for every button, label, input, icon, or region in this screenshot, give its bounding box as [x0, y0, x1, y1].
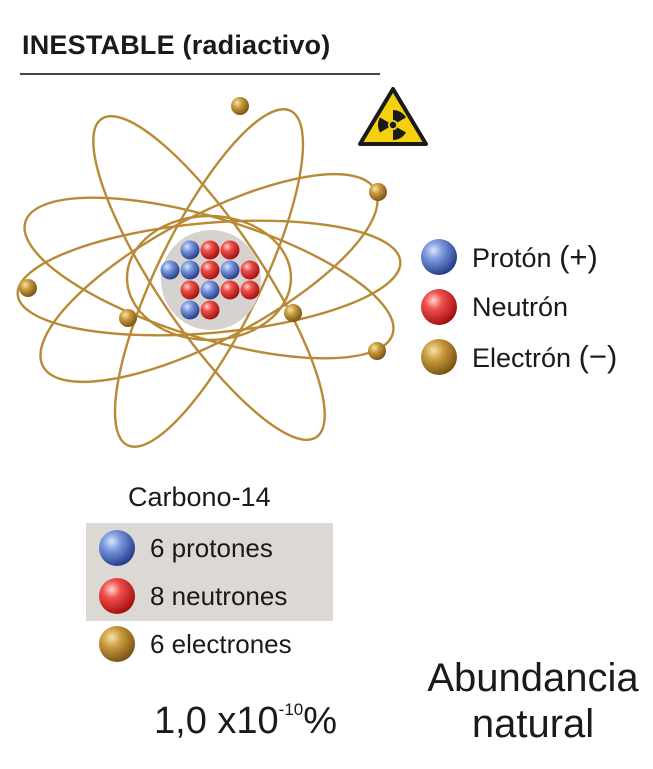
abundance-unit: %: [303, 700, 338, 742]
composition-label: 8 neutrones: [150, 580, 288, 611]
abundance-label-line2: natural: [471, 702, 595, 746]
electron-sphere-icon: [421, 339, 457, 375]
orbit-2: [23, 196, 395, 360]
orbit-6: [125, 214, 293, 342]
carbon-14-atom-diagram: [16, 97, 402, 448]
nucleus-neutron: [200, 300, 220, 320]
charge-sign: (+): [559, 239, 598, 274]
electron: [231, 97, 249, 115]
composition-label: 6 protones: [150, 532, 273, 563]
electron: [368, 342, 386, 360]
nucleus-proton: [160, 260, 180, 280]
nucleus-proton: [200, 280, 220, 300]
nucleus-neutron: [240, 280, 260, 300]
charge-sign: (−): [578, 339, 618, 374]
electron: [19, 279, 37, 297]
nucleus-proton: [220, 260, 240, 280]
nucleus-proton: [180, 240, 200, 260]
nucleus-neutron: [200, 260, 220, 280]
legend-item-electron: Electrón (−): [420, 338, 617, 376]
title-underline: [20, 73, 380, 75]
nucleus-neutron: [220, 240, 240, 260]
electron-sphere-icon: [99, 626, 135, 662]
abundance-value: 1,0 x10-10%: [154, 700, 337, 743]
abundance-label-line1: Abundancia: [427, 656, 639, 700]
radiation-warning-icon: [358, 87, 428, 146]
electron: [119, 309, 137, 327]
nucleus-neutron: [200, 240, 220, 260]
abundance-mantissa: 1,0 x10: [154, 700, 279, 742]
abundance-exponent: -10: [278, 700, 304, 719]
orbit-1: [16, 219, 402, 337]
electron: [284, 304, 302, 322]
composition-label: 6 electrones: [150, 628, 292, 659]
orbit-4: [92, 114, 326, 442]
composition-item-neutrons: 8 neutrones: [98, 577, 287, 615]
legend-item-neutron: Neutrón: [420, 288, 568, 326]
nucleus-neutron: [220, 280, 240, 300]
neutron-sphere-icon: [99, 578, 135, 614]
neutron-sphere-icon: [421, 289, 457, 325]
element-name: Carbono-14: [128, 482, 271, 512]
nucleus-proton: [180, 300, 200, 320]
electrons: [19, 97, 387, 360]
page-title: INESTABLE (radiactivo): [22, 30, 331, 60]
legend-label: Protón: [472, 243, 552, 273]
legend-label: Electrón: [472, 343, 572, 373]
electron: [369, 183, 387, 201]
legend-item-proton: Protón (+): [420, 238, 598, 276]
proton-sphere-icon: [99, 530, 135, 566]
legend-label: Neutrón: [472, 291, 569, 322]
abundance-label: Abundancia natural: [418, 655, 648, 747]
composition-item-protons: 6 protones: [98, 529, 273, 567]
nucleus-proton: [180, 260, 200, 280]
nucleus-neutron: [240, 260, 260, 280]
nucleus: [160, 240, 260, 320]
nucleus-neutron: [180, 280, 200, 300]
composition-item-electrons: 6 electrones: [98, 625, 292, 663]
proton-sphere-icon: [421, 239, 457, 275]
